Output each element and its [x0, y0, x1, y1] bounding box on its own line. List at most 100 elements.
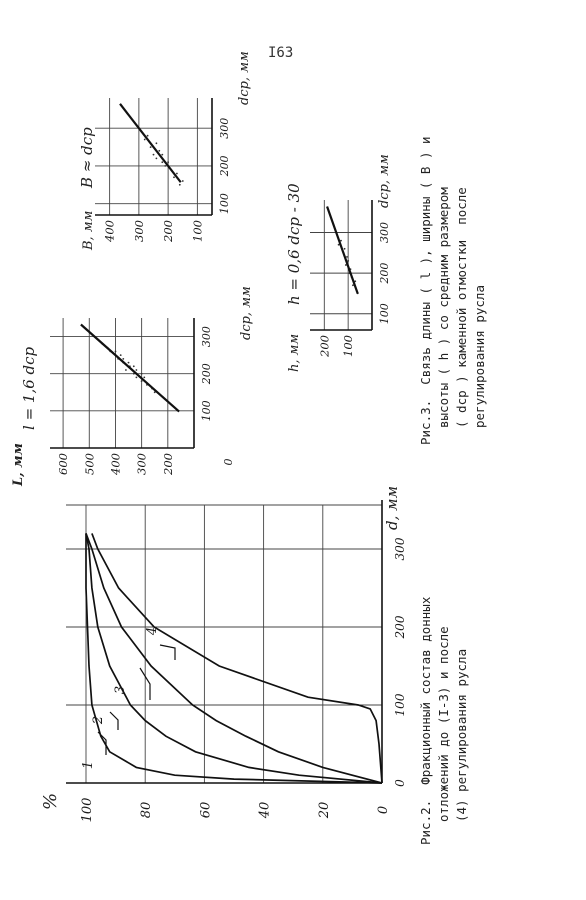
fig2-curve-label-3: 3 — [113, 686, 128, 694]
fig3-l-y-tick: 200 — [161, 453, 175, 476]
fig2-tick-labels: 0 20 40 60 80 100 0 100 200 300 — [80, 537, 407, 822]
fig3-b-y-tick: 100 — [190, 220, 204, 242]
fig3-l-x-tick: 100 — [200, 400, 213, 421]
fig3-b-equation: B ≈ dср — [78, 127, 96, 188]
fig3-l-y-tick: 500 — [82, 453, 96, 475]
fig3-l-x-label: dср, мм — [239, 286, 254, 340]
fig3-h-regression-line — [326, 206, 359, 294]
fig2-curve-label-4: 4 — [145, 627, 160, 636]
fig3-h-y-label: h, мм — [287, 333, 302, 372]
fig3-l-grid — [50, 318, 194, 448]
fig3-l-point — [135, 376, 138, 379]
fig2-y-tick: 40 — [258, 802, 273, 820]
fig3-l-point — [140, 380, 143, 382]
fig3-h-plot: 100 200 100 200 300 — [310, 200, 391, 358]
fig3-b-point — [158, 149, 161, 152]
fig3-h-x-tick: 300 — [378, 222, 391, 243]
fig3-b-point — [161, 161, 164, 164]
fig3-h-grid — [310, 200, 372, 330]
fig3-b-point — [164, 165, 167, 167]
fig3-l-plot: 200 300 400 500 600 100 200 300 0 — [50, 318, 235, 476]
fig3-b-grid — [95, 98, 212, 215]
fig2-curve-3 — [85, 533, 383, 784]
fig3-caption-line-4: регулирования русла — [472, 285, 487, 428]
fig3-b-plot: 100 200 300 400 100 200 300 — [95, 98, 231, 243]
fig3-b-x-tick: 300 — [218, 118, 231, 139]
fig3-h-x-label: dср, мм — [377, 154, 392, 208]
fig3-l-y-tick: 300 — [135, 453, 149, 475]
fig2-x-tick: 0 — [393, 779, 407, 787]
fig3-h-point — [337, 243, 340, 246]
fig3-b-y-label: B, мм — [81, 210, 96, 250]
fig3-b-point — [155, 142, 158, 145]
fig3-h-point — [340, 239, 342, 242]
fig3-b-point — [176, 172, 178, 175]
fig3-b-point — [161, 153, 164, 156]
fig2-caption-line-2: отложений до (I-3) и после — [436, 626, 451, 822]
fig3-h-equation: h = 0,6 dср - 30 — [285, 183, 303, 305]
fig3-l-point — [119, 354, 122, 356]
fig3-h-point — [344, 264, 347, 266]
fig3-l-equation: l = 1,6 dср — [20, 346, 38, 430]
fig3-l-point — [122, 358, 125, 360]
fig2-leader-1 — [97, 731, 107, 755]
fig2-curve-label-1: 1 — [81, 761, 96, 769]
fig3-b-x-tick: 200 — [218, 155, 231, 177]
fig3-h-y-tick: 100 — [341, 335, 355, 357]
fig2-curve-4 — [91, 533, 383, 784]
fig3-b-point — [167, 161, 170, 164]
fig2-x-tick: 200 — [393, 615, 407, 639]
fig3-h-point — [352, 284, 354, 287]
fig3-b-point — [155, 157, 158, 160]
fig3-b-y-tick: 400 — [103, 220, 117, 243]
fig3-b-point — [173, 176, 175, 179]
fig3-l-point — [114, 350, 117, 353]
fig3-l-y-tick: 400 — [108, 453, 122, 476]
fig3-l-x-tick-zero: 0 — [222, 459, 235, 466]
fig3-l-point — [132, 365, 135, 368]
fig3-b-y-tick: 200 — [161, 220, 175, 243]
fig2-y-tick: 100 — [80, 798, 95, 823]
fig3-l-point — [143, 376, 146, 379]
fig2-grid — [66, 504, 382, 783]
fig3-caption-line-3: ( dср ) каменной отмостки после — [454, 187, 469, 428]
page-number: I63 — [268, 45, 294, 61]
fig2-x-tick: 100 — [393, 693, 407, 716]
fig3-l-y-tick: 600 — [56, 453, 70, 475]
fig3-h-x-tick: 200 — [378, 263, 391, 285]
fig2-y-tick: 20 — [317, 802, 332, 820]
fig3-l-point — [125, 369, 127, 371]
fig2-curve-2 — [85, 533, 383, 784]
fig2-y-tick: 60 — [198, 802, 213, 819]
fig3-h-point — [343, 247, 346, 250]
fig3-b-x-label: dср, мм — [237, 51, 252, 105]
fig2-leader-2 — [109, 711, 119, 730]
fig2-caption-line-3: (4) регулирования русла — [454, 648, 469, 822]
fig2-caption-line-1: Рис.2. Фракционный состав донных — [418, 596, 433, 845]
fig2-curve-label-2: 2 — [91, 716, 106, 725]
fig3-l-y-label: L, мм — [11, 443, 26, 486]
fig3-l-point — [127, 361, 130, 364]
fig3-b-x-tick: 100 — [218, 193, 231, 214]
fig2-y-tick: 0 — [376, 806, 391, 814]
fig3-l-point — [140, 372, 143, 375]
fig2-x-tick: 300 — [393, 537, 407, 560]
fig3-b-point — [149, 146, 152, 149]
fig3-h-point — [346, 256, 348, 258]
fig3-b-y-tick: 300 — [132, 220, 146, 242]
fig3-h-point — [347, 260, 350, 262]
fig2-x-unit: d, мм — [383, 485, 401, 530]
fig2-plot: 0 20 40 60 80 100 0 100 200 300 1 2 3 4 — [66, 500, 407, 822]
fig3-l-regression-line — [80, 323, 180, 413]
fig3-b-point — [181, 180, 184, 182]
fig2-curve-1 — [85, 533, 383, 784]
fig2-leader-3 — [139, 667, 151, 700]
fig3-b-point — [143, 138, 146, 141]
fig2-curves — [85, 533, 383, 784]
fig3-b-point — [178, 183, 181, 186]
fig3-l-x-tick: 200 — [200, 363, 213, 385]
fig2-curve-leaders: 1 2 3 4 — [81, 627, 176, 769]
fig3-b-point — [146, 134, 149, 137]
fig3-caption-line-1: Рис.3. Связь длины ( l ), ширины ( B ) и — [418, 136, 433, 445]
